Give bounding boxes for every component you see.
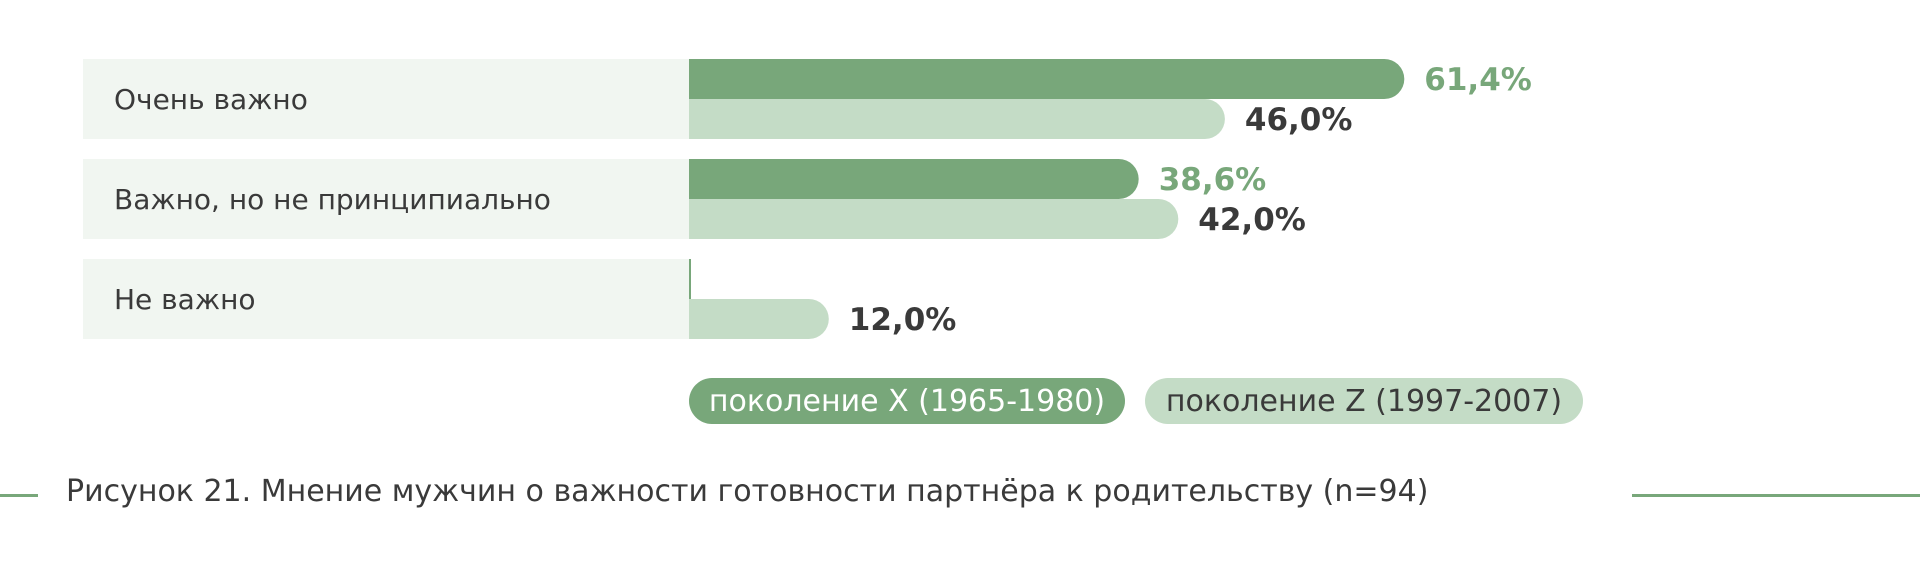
value-label: 38,6%	[1159, 162, 1267, 198]
category-label: Не важно	[114, 283, 256, 316]
caption-rule-left	[0, 494, 38, 497]
legend-label: поколение Z (1997-2007)	[1166, 384, 1562, 419]
caption-rule-right	[1632, 494, 1920, 497]
category-label: Важно, но не принципиально	[114, 183, 551, 216]
bar-generation-x	[689, 59, 1405, 99]
bar-generation-z	[689, 299, 829, 339]
bars	[688, 59, 1405, 339]
bar-generation-z	[689, 199, 1179, 239]
value-label: 46,0%	[1245, 102, 1353, 138]
bar-generation-z	[689, 99, 1225, 139]
bar-generation-x	[688, 159, 1139, 199]
bar-generation-x	[689, 259, 691, 299]
category-rows: Очень важно Важно, но не принципиально Не …	[83, 59, 689, 339]
figure-caption: Рисунок 21. Мнение мужчин о важности гот…	[66, 474, 1429, 509]
value-label: 12,0%	[849, 302, 957, 338]
value-labels: 61,4% 46,0% 38,6% 42,0% 12,0%	[849, 62, 1532, 338]
value-label: 61,4%	[1424, 62, 1532, 98]
category-label: Очень важно	[114, 83, 308, 116]
category-row-background	[83, 59, 689, 139]
value-label: 42,0%	[1198, 202, 1306, 238]
category-row-background	[83, 259, 689, 339]
legend: поколение X (1965-1980) поколение Z (1997…	[689, 378, 1583, 424]
legend-label: поколение X (1965-1980)	[709, 384, 1105, 419]
legend-pill-generation-x	[689, 378, 1125, 424]
category-row-background	[83, 159, 689, 239]
legend-pill-generation-z	[1145, 378, 1583, 424]
